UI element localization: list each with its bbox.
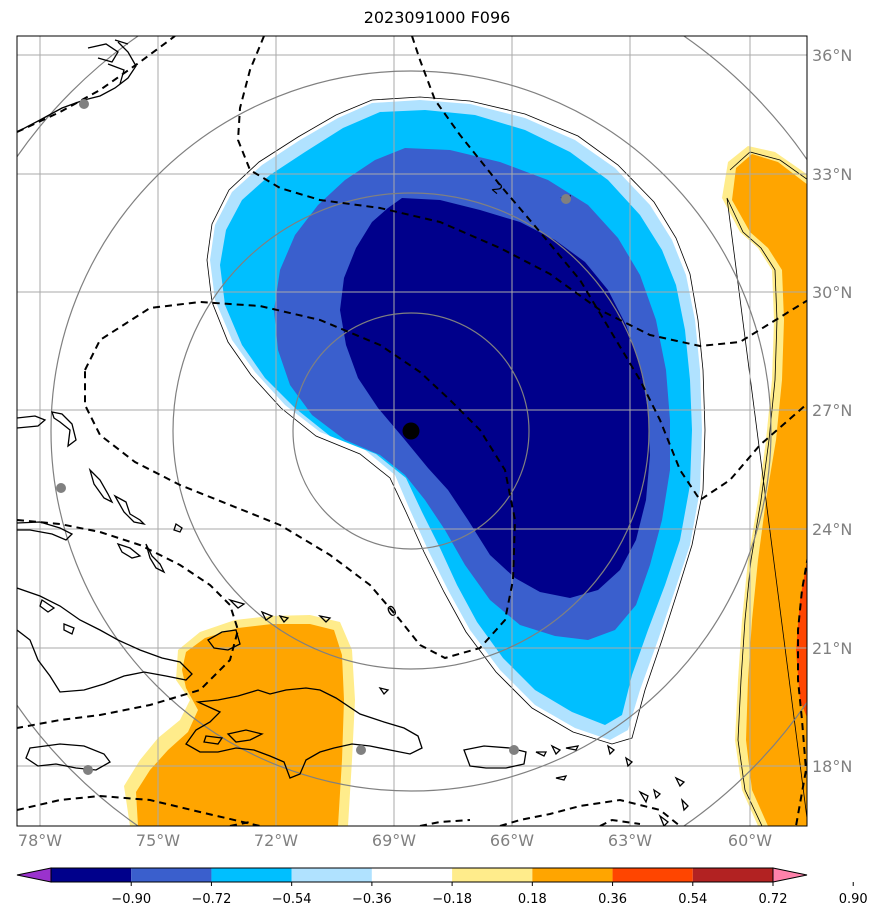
longitude-labels: 78°W 75°W 72°W 69°W 66°W 63°W 60°W xyxy=(18,831,772,850)
colorbar-tick-label: −0.90 xyxy=(111,892,151,907)
colorbar-segment xyxy=(532,868,613,882)
colorbar-segment xyxy=(51,868,132,882)
lat-label: 21°N xyxy=(812,639,852,658)
colorbar-tick-label: −0.72 xyxy=(192,892,232,907)
colorbar-segment xyxy=(131,868,212,882)
station-dot xyxy=(79,99,89,109)
lon-label: 78°W xyxy=(18,831,62,850)
colorbar-tick-label: 0.36 xyxy=(598,892,627,907)
station-markers xyxy=(56,99,571,775)
colorbar-segment xyxy=(291,868,372,882)
lat-label: 27°N xyxy=(812,401,852,420)
colorbar-segment xyxy=(211,868,292,882)
lat-label: 18°N xyxy=(812,757,852,776)
anomaly-boundary-line-east xyxy=(726,151,807,826)
lat-label: 36°N xyxy=(812,46,852,65)
colorbar-segment xyxy=(612,868,693,882)
map-frame xyxy=(16,35,808,827)
lat-label: 30°N xyxy=(812,283,852,302)
lon-label: 63°W xyxy=(608,831,652,850)
station-dot xyxy=(509,745,519,755)
colorbar-tick-label: −0.36 xyxy=(352,892,392,907)
colorbar-segment xyxy=(452,868,533,882)
lon-label: 75°W xyxy=(136,831,180,850)
lat-label: 24°N xyxy=(812,520,852,539)
anomaly-deep-blue xyxy=(340,198,650,598)
colorbar: −0.90 −0.72 −0.54 −0.36 −0.18 0.18 0.36 0.54 0.7… xyxy=(16,867,868,907)
anomaly-boundary-line xyxy=(206,96,706,745)
station-dot xyxy=(83,765,93,775)
colorbar-outline xyxy=(50,867,774,883)
colorbar-tick-label: 0.90 xyxy=(839,892,868,907)
latitude-labels: 36°N 33°N 30°N 27°N 24°N 21°N 18°N xyxy=(812,46,852,776)
lon-label: 69°W xyxy=(372,831,416,850)
colorbar-segment xyxy=(371,868,453,882)
colorbar-tick-label: −0.18 xyxy=(432,892,472,907)
station-dot xyxy=(356,745,366,755)
lon-label: 72°W xyxy=(254,831,298,850)
lon-label: 66°W xyxy=(490,831,534,850)
map-title: 2023091000 F096 xyxy=(363,8,511,27)
colorbar-tick-label: 0.54 xyxy=(678,892,707,907)
colorbar-extend-low xyxy=(16,867,52,883)
dashed-contours xyxy=(17,36,807,826)
colorbar-extend-high xyxy=(772,867,808,883)
colorbar-segment xyxy=(692,868,773,882)
anomaly-orange-caribbean xyxy=(136,624,344,826)
colorbar-tick-label: 0.18 xyxy=(518,892,547,907)
station-dot xyxy=(56,483,66,493)
graticule xyxy=(17,36,807,826)
anomaly-orange-east xyxy=(732,154,807,826)
lon-label: 60°W xyxy=(728,831,772,850)
lat-label: 33°N xyxy=(812,165,852,184)
colorbar-tick-label: 0.72 xyxy=(759,892,788,907)
colorbar-tick-label: −0.54 xyxy=(272,892,312,907)
storm-center-marker xyxy=(402,422,420,440)
station-dot xyxy=(561,194,571,204)
contour-zero-line xyxy=(84,300,517,660)
